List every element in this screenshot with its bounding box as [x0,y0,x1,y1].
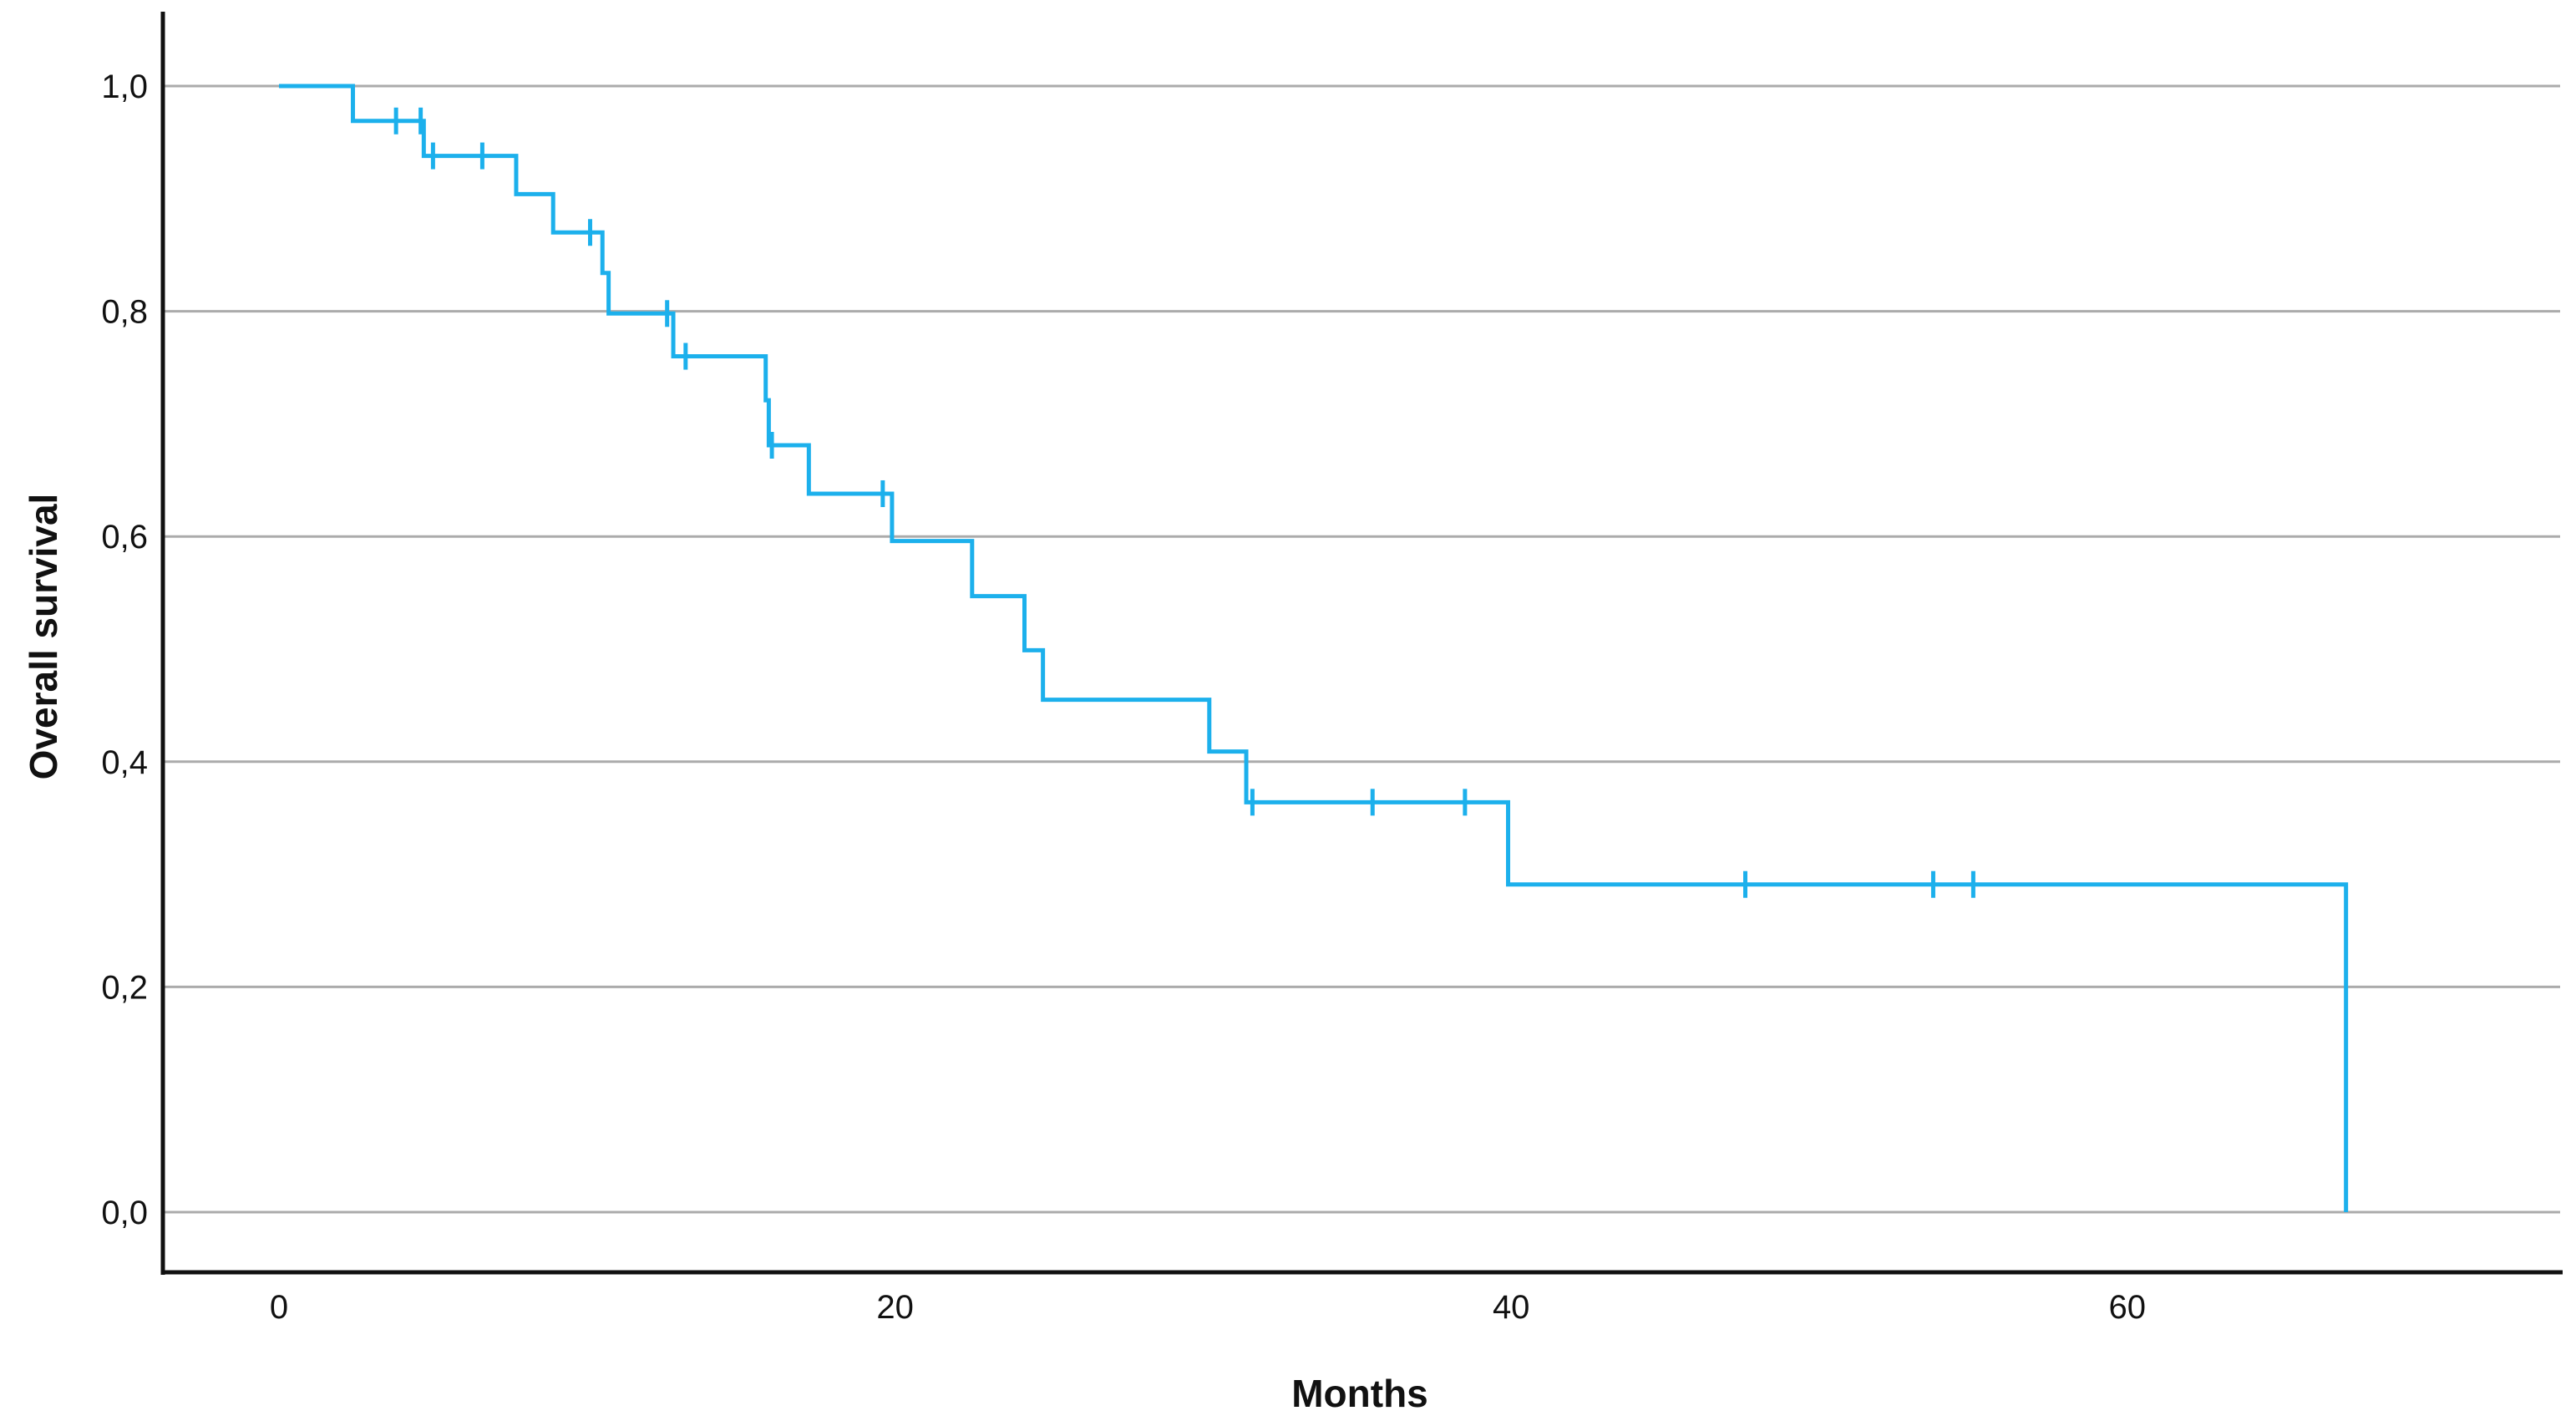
tick-labels-layer: 1,0 0,8 0,6 0,4 0,2 0,0 0 20 40 60 [101,69,2146,1326]
y-tick-label: 1,0 [101,69,148,105]
x-tick-label: 40 [1493,1289,1530,1326]
survival-curve-layer [279,84,2349,1212]
survival-curve [279,84,2349,1212]
x-tick-label: 0 [270,1289,288,1326]
y-tick-label: 0,4 [101,744,148,781]
gridlines-layer [165,84,2560,1214]
y-tick-label: 0,0 [101,1195,148,1231]
x-axis-title: Months [1291,1372,1428,1415]
y-axis-title: Overall survival [22,493,65,780]
axes-layer [160,12,2563,1275]
x-tick-label: 20 [876,1289,914,1326]
x-tick-label: 60 [2109,1289,2147,1326]
y-tick-label: 0,8 [101,294,148,331]
y-tick-label: 0,2 [101,969,148,1006]
y-tick-label: 0,6 [101,519,148,556]
